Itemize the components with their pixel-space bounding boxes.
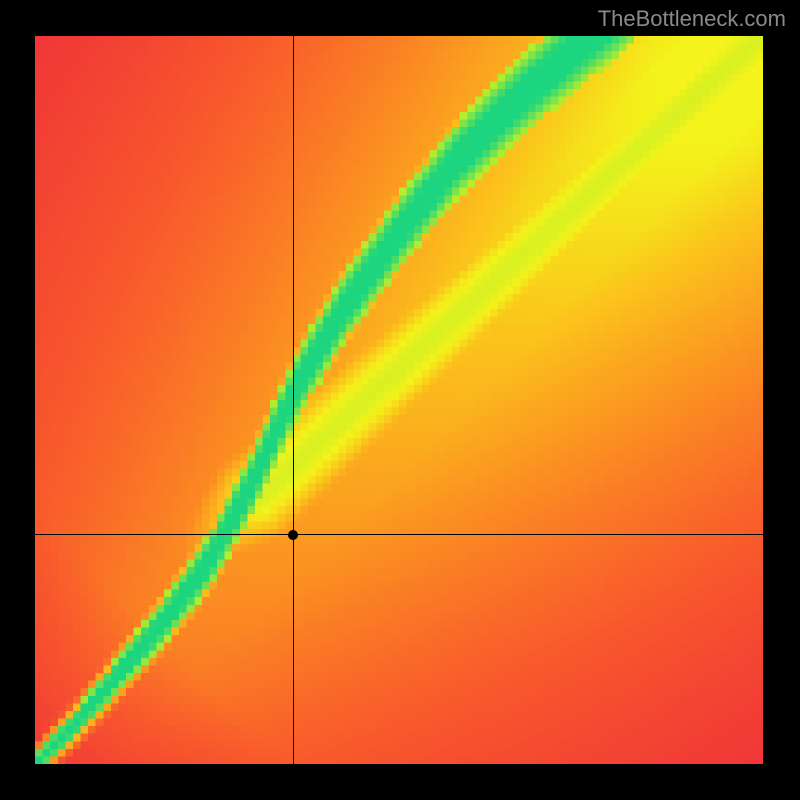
crosshair-marker bbox=[288, 530, 298, 540]
chart-container: TheBottleneck.com bbox=[0, 0, 800, 800]
heatmap-canvas bbox=[35, 36, 763, 764]
crosshair-horizontal bbox=[35, 534, 763, 535]
watermark-text: TheBottleneck.com bbox=[598, 6, 786, 32]
crosshair-vertical bbox=[293, 36, 294, 764]
plot-frame bbox=[35, 36, 763, 764]
